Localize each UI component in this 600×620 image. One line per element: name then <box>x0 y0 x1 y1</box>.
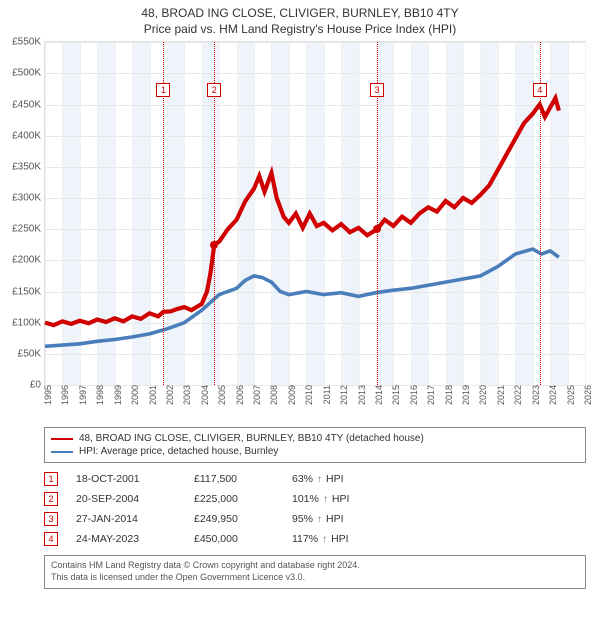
footer-line2: This data is licensed under the Open Gov… <box>51 572 579 584</box>
x-axis-label: 2004 <box>198 385 210 405</box>
sale-pct: 101% ↑ HPI <box>292 493 349 505</box>
x-axis-label: 2008 <box>267 385 279 405</box>
footer: Contains HM Land Registry data © Crown c… <box>44 555 586 588</box>
x-axis-label: 2007 <box>250 385 262 405</box>
y-axis-label: £550K <box>12 37 45 48</box>
sale-row: 3 27-JAN-2014 £249,950 95% ↑ HPI <box>44 509 586 529</box>
arrow-up-icon: ↑ <box>322 534 327 545</box>
sale-dot <box>373 225 381 233</box>
x-axis-label: 2014 <box>372 385 384 405</box>
x-axis-label: 2022 <box>511 385 523 405</box>
sale-price: £450,000 <box>194 533 274 545</box>
legend: 48, BROAD ING CLOSE, CLIVIGER, BURNLEY, … <box>44 427 586 463</box>
sale-pct: 117% ↑ HPI <box>292 533 349 545</box>
sale-row: 2 20-SEP-2004 £225,000 101% ↑ HPI <box>44 489 586 509</box>
legend-swatch <box>51 438 73 440</box>
sale-pct-value: 95% <box>292 513 313 525</box>
sale-dot <box>210 241 218 249</box>
x-axis-label: 2006 <box>233 385 245 405</box>
sale-number-badge: 1 <box>44 472 58 486</box>
sale-date: 18-OCT-2001 <box>76 473 176 485</box>
event-marker: 4 <box>533 83 547 97</box>
arrow-up-icon: ↑ <box>323 494 328 505</box>
sale-pct-value: 63% <box>292 473 313 485</box>
event-marker: 1 <box>156 83 170 97</box>
y-axis-label: £250K <box>12 224 45 235</box>
x-axis-label: 2016 <box>407 385 419 405</box>
sale-pct-value: 101% <box>292 493 319 505</box>
x-axis-label: 2013 <box>355 385 367 405</box>
sale-price: £249,950 <box>194 513 274 525</box>
page-subtitle: Price paid vs. HM Land Registry's House … <box>0 22 600 42</box>
arrow-up-icon: ↑ <box>317 474 322 485</box>
x-axis-label: 2019 <box>459 385 471 405</box>
x-axis-label: 2017 <box>424 385 436 405</box>
y-axis-label: £400K <box>12 130 45 141</box>
event-marker: 3 <box>370 83 384 97</box>
sale-pct-suffix: HPI <box>326 513 344 525</box>
x-axis-label: 2015 <box>389 385 401 405</box>
x-axis-label: 2025 <box>564 385 576 405</box>
sales-table: 1 18-OCT-2001 £117,500 63% ↑ HPI 2 20-SEP-2004 £… <box>44 469 586 549</box>
chart: £0£50K£100K£150K£200K£250K£300K£350K£400… <box>44 41 586 411</box>
x-axis-label: 1996 <box>58 385 70 405</box>
x-axis-label: 2001 <box>146 385 158 405</box>
sale-pct-suffix: HPI <box>332 493 350 505</box>
sale-price: £225,000 <box>194 493 274 505</box>
sale-number-badge: 2 <box>44 492 58 506</box>
y-axis-label: £450K <box>12 99 45 110</box>
x-axis-label: 2023 <box>529 385 541 405</box>
sale-number-badge: 4 <box>44 532 58 546</box>
x-axis-label: 2021 <box>494 385 506 405</box>
x-gridline <box>585 42 586 385</box>
footer-line1: Contains HM Land Registry data © Crown c… <box>51 560 579 572</box>
sale-date: 24-MAY-2023 <box>76 533 176 545</box>
y-axis-label: £150K <box>12 286 45 297</box>
sale-pct-suffix: HPI <box>326 473 344 485</box>
sale-row: 1 18-OCT-2001 £117,500 63% ↑ HPI <box>44 469 586 489</box>
x-axis-label: 1995 <box>41 385 53 405</box>
sale-price: £117,500 <box>194 473 274 485</box>
event-marker: 2 <box>207 83 221 97</box>
series-line <box>45 249 559 346</box>
x-axis-label: 1997 <box>76 385 88 405</box>
sale-pct: 63% ↑ HPI <box>292 473 344 485</box>
plot-area: £0£50K£100K£150K£200K£250K£300K£350K£400… <box>44 41 586 386</box>
y-axis-label: £100K <box>12 317 45 328</box>
sale-row: 4 24-MAY-2023 £450,000 117% ↑ HPI <box>44 529 586 549</box>
chart-series-svg <box>45 42 585 385</box>
y-axis-label: £350K <box>12 161 45 172</box>
legend-row: HPI: Average price, detached house, Burn… <box>51 445 579 458</box>
y-axis-label: £50K <box>18 349 45 360</box>
sale-pct: 95% ↑ HPI <box>292 513 344 525</box>
x-axis-label: 2003 <box>180 385 192 405</box>
y-axis-label: £500K <box>12 68 45 79</box>
sale-pct-suffix: HPI <box>331 533 349 545</box>
legend-label: 48, BROAD ING CLOSE, CLIVIGER, BURNLEY, … <box>79 433 424 444</box>
x-axis-label: 2010 <box>302 385 314 405</box>
x-axis-label: 2002 <box>163 385 175 405</box>
legend-label: HPI: Average price, detached house, Burn… <box>79 446 278 457</box>
y-axis-label: £300K <box>12 193 45 204</box>
sale-number-badge: 3 <box>44 512 58 526</box>
x-axis-label: 1998 <box>93 385 105 405</box>
x-axis-label: 1999 <box>111 385 123 405</box>
sale-date: 27-JAN-2014 <box>76 513 176 525</box>
sale-date: 20-SEP-2004 <box>76 493 176 505</box>
x-axis-label: 2000 <box>128 385 140 405</box>
x-axis-label: 2009 <box>285 385 297 405</box>
x-axis-label: 2018 <box>442 385 454 405</box>
x-axis-label: 2020 <box>476 385 488 405</box>
sale-pct-value: 117% <box>292 533 318 545</box>
arrow-up-icon: ↑ <box>317 514 322 525</box>
legend-row: 48, BROAD ING CLOSE, CLIVIGER, BURNLEY, … <box>51 432 579 445</box>
y-axis-label: £200K <box>12 255 45 266</box>
x-axis-label: 2011 <box>320 385 332 404</box>
x-axis-label: 2005 <box>215 385 227 405</box>
legend-swatch <box>51 451 73 453</box>
x-axis-label: 2024 <box>546 385 558 405</box>
x-axis-label: 2012 <box>337 385 349 405</box>
x-axis-label: 2026 <box>581 385 593 405</box>
page-title: 48, BROAD ING CLOSE, CLIVIGER, BURNLEY, … <box>0 0 600 22</box>
